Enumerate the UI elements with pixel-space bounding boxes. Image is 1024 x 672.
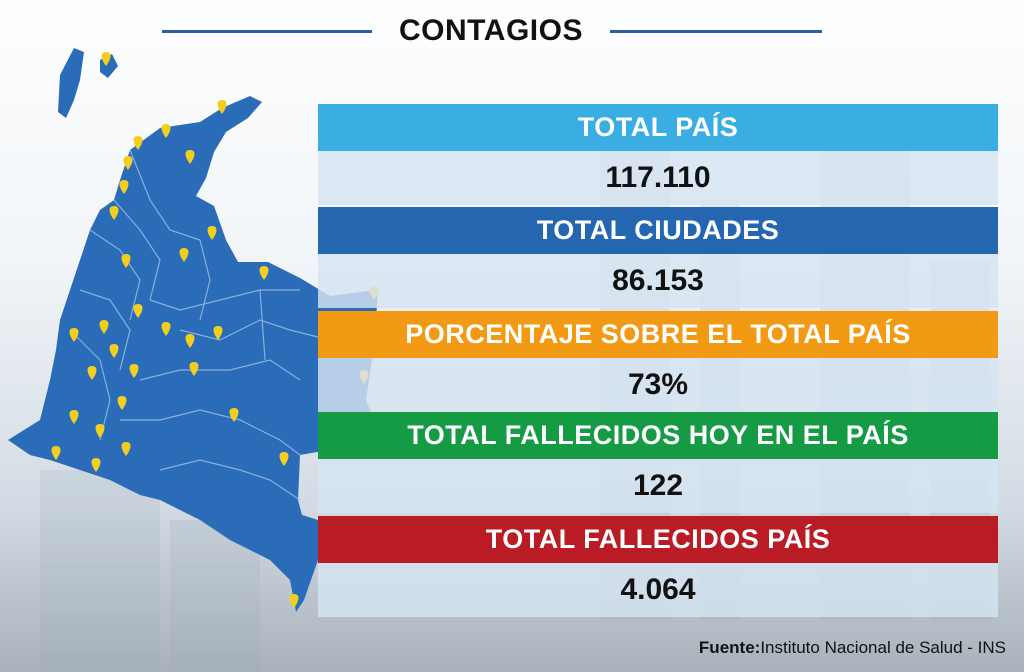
location-pin-icon <box>121 442 131 456</box>
source-label: Fuente: <box>698 638 761 657</box>
title-row: CONTAGIOS <box>0 10 1024 54</box>
location-pin-icon <box>179 248 189 262</box>
stat-band-1: TOTAL CIUDADES <box>318 207 998 254</box>
location-pin-icon <box>189 362 199 376</box>
location-pin-icon <box>87 366 97 380</box>
location-pin-icon <box>213 326 223 340</box>
stat-band-0: TOTAL PAÍS <box>318 104 998 151</box>
stat-value-3: 122 <box>318 459 998 513</box>
location-pin-icon <box>95 424 105 438</box>
title-line-right <box>610 30 822 33</box>
stat-band-4: TOTAL FALLECIDOS PAÍS <box>318 516 998 563</box>
stat-value-1: 86.153 <box>318 254 998 308</box>
source-text: Instituto Nacional de Salud - INS <box>760 638 1006 657</box>
location-pin-icon <box>119 180 129 194</box>
location-pin-icon <box>133 136 143 150</box>
location-pin-icon <box>109 206 119 220</box>
location-pin-icon <box>185 334 195 348</box>
stat-value-0: 117.110 <box>318 151 998 205</box>
source-note: Fuente:Instituto Nacional de Salud - INS <box>699 638 1006 658</box>
location-pin-icon <box>229 408 239 422</box>
island-san-andres <box>58 48 84 118</box>
location-pin-icon <box>207 226 217 240</box>
location-pin-icon <box>129 364 139 378</box>
stat-band-2: PORCENTAJE SOBRE EL TOTAL PAÍS <box>318 311 998 358</box>
stat-value-2: 73% <box>318 358 998 412</box>
title-line-left <box>162 30 372 33</box>
location-pin-icon <box>123 156 133 170</box>
location-pin-icon <box>117 396 127 410</box>
location-pin-icon <box>51 446 61 460</box>
location-pin-icon <box>69 410 79 424</box>
location-pin-icon <box>69 328 79 342</box>
location-pin-icon <box>259 266 269 280</box>
page-title: CONTAGIOS <box>399 14 583 47</box>
location-pin-icon <box>161 322 171 336</box>
location-pin-icon <box>133 304 143 318</box>
location-pin-icon <box>101 52 111 66</box>
location-pin-icon <box>109 344 119 358</box>
location-pin-icon <box>99 320 109 334</box>
location-pin-icon <box>289 594 299 608</box>
location-pin-icon <box>279 452 289 466</box>
stat-value-4: 4.064 <box>318 563 998 617</box>
location-pin-icon <box>185 150 195 164</box>
location-pin-icon <box>91 458 101 472</box>
location-pin-icon <box>217 100 227 114</box>
department-borders <box>69 149 370 501</box>
mainland <box>8 96 390 612</box>
location-pin-icon <box>121 254 131 268</box>
stat-band-3: TOTAL FALLECIDOS HOY EN EL PAÍS <box>318 412 998 459</box>
location-pin-icon <box>161 124 171 138</box>
